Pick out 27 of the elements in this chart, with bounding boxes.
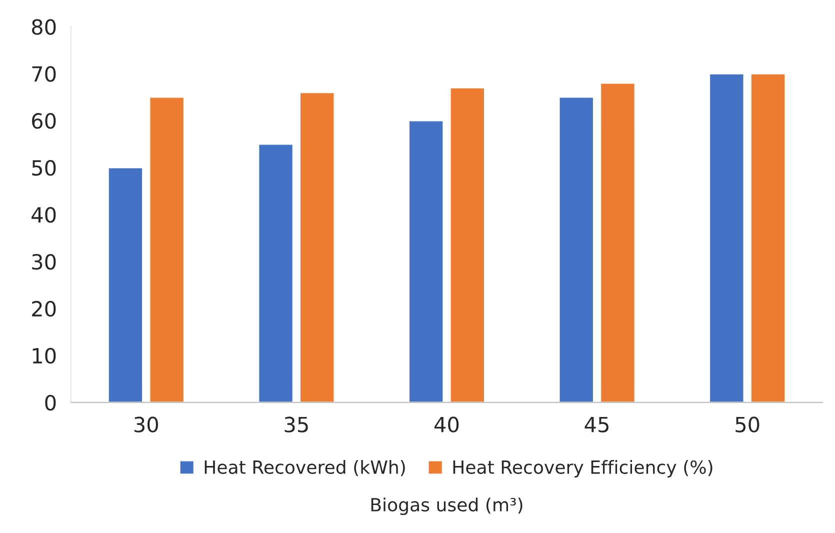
legend-label: Heat Recovered (kWh)	[204, 460, 405, 476]
bar	[258, 143, 294, 402]
y-tick-label: 70	[32, 66, 56, 82]
y-tick-label: 30	[32, 254, 56, 270]
bar	[558, 96, 594, 402]
y-tick-label: 0	[45, 394, 56, 411]
y-tick-label: 20	[32, 300, 56, 317]
bar	[449, 87, 486, 402]
bar	[148, 96, 185, 402]
legend-label: Heat Recovery Efficiency (%)	[453, 460, 712, 478]
x-axis-title: Biogas used (m³)	[371, 498, 522, 516]
y-tick-label: 10	[32, 348, 56, 364]
x-tick-label: 30	[134, 416, 158, 432]
y-tick-label: 40	[32, 206, 56, 223]
x-tick-label: 45	[584, 416, 608, 432]
y-tick-label: 80	[32, 19, 56, 35]
bar	[600, 82, 636, 402]
bar	[750, 72, 786, 402]
bar	[107, 166, 144, 402]
x-tick-label: 40	[434, 416, 459, 432]
x-tick-label: 35	[284, 416, 308, 432]
bar	[708, 72, 745, 402]
y-tick-label: 60	[32, 113, 56, 129]
bar	[408, 120, 444, 402]
x-tick-label: 50	[736, 416, 760, 432]
y-tick-label: 50	[32, 160, 56, 176]
bar	[299, 92, 336, 402]
